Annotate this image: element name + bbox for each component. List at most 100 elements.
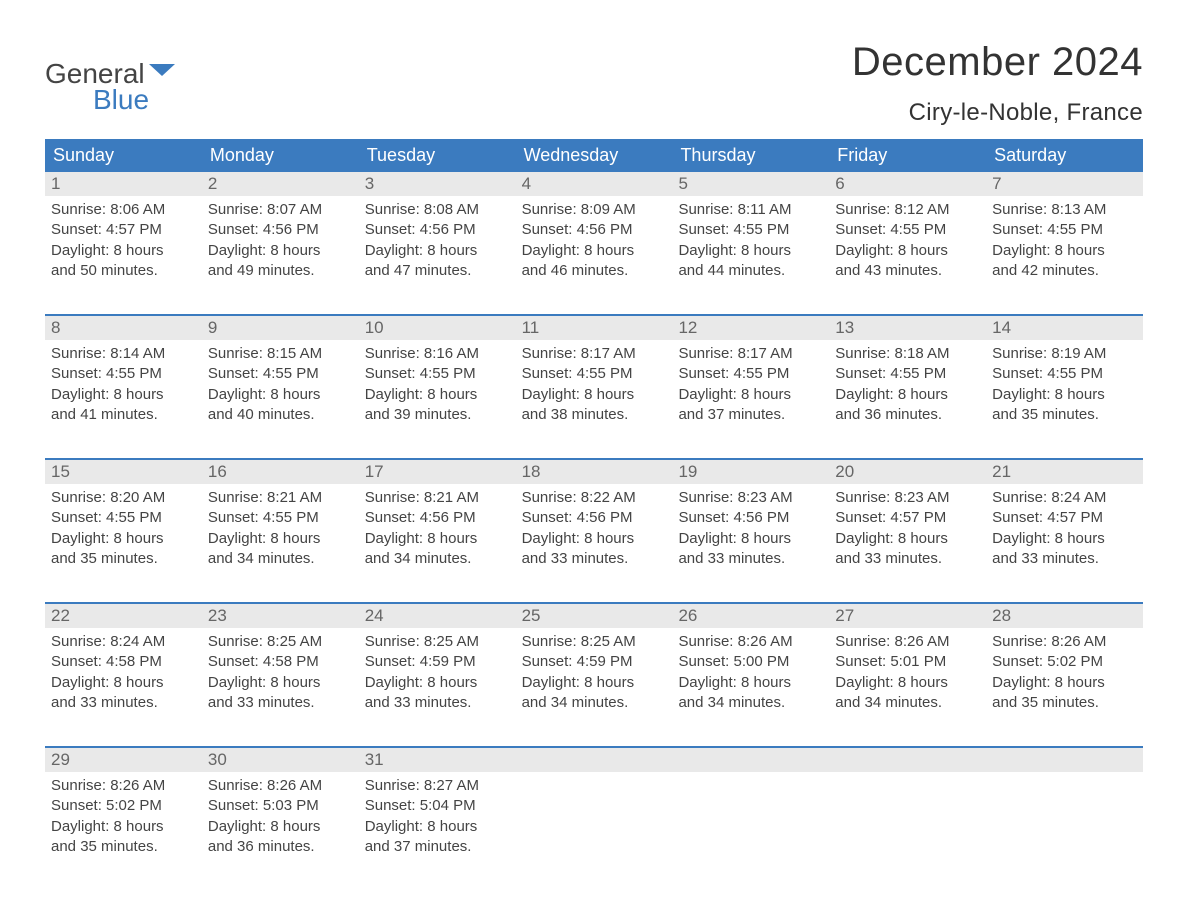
day-sunrise: Sunrise: 8:24 AM	[51, 632, 196, 652]
day-body: Sunrise: 8:25 AMSunset: 4:59 PMDaylight:…	[516, 628, 673, 721]
day-sunset: Sunset: 5:03 PM	[208, 796, 353, 816]
day-number: 4	[516, 172, 673, 196]
day-body: Sunrise: 8:12 AMSunset: 4:55 PMDaylight:…	[829, 196, 986, 289]
day-number: 9	[202, 316, 359, 340]
day-cell: 9Sunrise: 8:15 AMSunset: 4:55 PMDaylight…	[202, 316, 359, 444]
day-sunrise: Sunrise: 8:24 AM	[992, 488, 1137, 508]
day-dl1: Daylight: 8 hours	[208, 673, 353, 693]
day-sunrise: Sunrise: 8:26 AM	[835, 632, 980, 652]
day-number: 1	[45, 172, 202, 196]
day-dl1: Daylight: 8 hours	[835, 529, 980, 549]
day-sunrise: Sunrise: 8:26 AM	[51, 776, 196, 796]
day-cell: 4Sunrise: 8:09 AMSunset: 4:56 PMDaylight…	[516, 172, 673, 300]
day-dl2: and 34 minutes.	[365, 549, 510, 569]
day-sunrise: Sunrise: 8:27 AM	[365, 776, 510, 796]
day-body: Sunrise: 8:21 AMSunset: 4:55 PMDaylight:…	[202, 484, 359, 577]
day-dl1: Daylight: 8 hours	[678, 385, 823, 405]
day-number: 11	[516, 316, 673, 340]
day-sunset: Sunset: 4:55 PM	[992, 220, 1137, 240]
day-dl2: and 35 minutes.	[992, 405, 1137, 425]
day-cell: 7Sunrise: 8:13 AMSunset: 4:55 PMDaylight…	[986, 172, 1143, 300]
day-number: 28	[986, 604, 1143, 628]
day-dl2: and 39 minutes.	[365, 405, 510, 425]
day-dl2: and 33 minutes.	[678, 549, 823, 569]
day-body	[516, 772, 673, 852]
day-sunrise: Sunrise: 8:26 AM	[208, 776, 353, 796]
day-dl1: Daylight: 8 hours	[835, 673, 980, 693]
week-row: 29Sunrise: 8:26 AMSunset: 5:02 PMDayligh…	[45, 746, 1143, 876]
dow-sunday: Sunday	[45, 139, 202, 172]
day-body: Sunrise: 8:25 AMSunset: 4:58 PMDaylight:…	[202, 628, 359, 721]
day-cell	[829, 748, 986, 876]
day-dl1: Daylight: 8 hours	[365, 241, 510, 261]
day-sunrise: Sunrise: 8:20 AM	[51, 488, 196, 508]
day-body: Sunrise: 8:20 AMSunset: 4:55 PMDaylight:…	[45, 484, 202, 577]
day-cell: 1Sunrise: 8:06 AMSunset: 4:57 PMDaylight…	[45, 172, 202, 300]
day-cell: 28Sunrise: 8:26 AMSunset: 5:02 PMDayligh…	[986, 604, 1143, 732]
day-dl1: Daylight: 8 hours	[51, 241, 196, 261]
day-dl2: and 33 minutes.	[522, 549, 667, 569]
day-cell: 5Sunrise: 8:11 AMSunset: 4:55 PMDaylight…	[672, 172, 829, 300]
day-number: 23	[202, 604, 359, 628]
day-sunrise: Sunrise: 8:08 AM	[365, 200, 510, 220]
day-sunset: Sunset: 4:58 PM	[208, 652, 353, 672]
day-number	[829, 748, 986, 772]
day-number: 6	[829, 172, 986, 196]
day-dl2: and 42 minutes.	[992, 261, 1137, 281]
day-body: Sunrise: 8:26 AMSunset: 5:02 PMDaylight:…	[45, 772, 202, 865]
day-sunset: Sunset: 4:55 PM	[678, 364, 823, 384]
day-number: 18	[516, 460, 673, 484]
day-number: 7	[986, 172, 1143, 196]
day-sunset: Sunset: 4:58 PM	[51, 652, 196, 672]
day-sunrise: Sunrise: 8:19 AM	[992, 344, 1137, 364]
header: General Blue December 2024 Ciry-le-Noble…	[45, 40, 1143, 127]
week-row: 15Sunrise: 8:20 AMSunset: 4:55 PMDayligh…	[45, 458, 1143, 588]
day-cell: 19Sunrise: 8:23 AMSunset: 4:56 PMDayligh…	[672, 460, 829, 588]
day-sunset: Sunset: 5:00 PM	[678, 652, 823, 672]
day-number: 3	[359, 172, 516, 196]
day-cell: 10Sunrise: 8:16 AMSunset: 4:55 PMDayligh…	[359, 316, 516, 444]
day-body: Sunrise: 8:26 AMSunset: 5:01 PMDaylight:…	[829, 628, 986, 721]
day-body: Sunrise: 8:16 AMSunset: 4:55 PMDaylight:…	[359, 340, 516, 433]
dow-tuesday: Tuesday	[359, 139, 516, 172]
day-body: Sunrise: 8:07 AMSunset: 4:56 PMDaylight:…	[202, 196, 359, 289]
day-number: 14	[986, 316, 1143, 340]
day-dl1: Daylight: 8 hours	[365, 529, 510, 549]
day-cell: 24Sunrise: 8:25 AMSunset: 4:59 PMDayligh…	[359, 604, 516, 732]
day-dl2: and 40 minutes.	[208, 405, 353, 425]
day-cell: 26 Sunrise: 8:26 AMSunset: 5:00 PMDayligh…	[672, 604, 829, 732]
day-sunrise: Sunrise: 8:23 AM	[678, 488, 823, 508]
day-sunrise: Sunrise: 8:11 AM	[678, 200, 823, 220]
day-body: Sunrise: 8:13 AMSunset: 4:55 PMDaylight:…	[986, 196, 1143, 289]
day-number	[672, 748, 829, 772]
day-sunrise: Sunrise: 8:21 AM	[208, 488, 353, 508]
day-number: 27	[829, 604, 986, 628]
day-sunset: Sunset: 4:56 PM	[365, 508, 510, 528]
day-sunrise: Sunrise: 8:26 AM	[678, 632, 823, 652]
day-dl1: Daylight: 8 hours	[51, 817, 196, 837]
day-body: Sunrise: 8:14 AMSunset: 4:55 PMDaylight:…	[45, 340, 202, 433]
day-number: 29	[45, 748, 202, 772]
day-body: Sunrise: 8:25 AMSunset: 4:59 PMDaylight:…	[359, 628, 516, 721]
day-sunset: Sunset: 4:55 PM	[208, 508, 353, 528]
day-body: Sunrise: 8:17 AMSunset: 4:55 PMDaylight:…	[516, 340, 673, 433]
day-number: 21	[986, 460, 1143, 484]
day-dl1: Daylight: 8 hours	[365, 673, 510, 693]
day-dl1: Daylight: 8 hours	[678, 673, 823, 693]
day-sunset: Sunset: 4:55 PM	[208, 364, 353, 384]
day-dl2: and 35 minutes.	[51, 837, 196, 857]
day-sunset: Sunset: 4:56 PM	[365, 220, 510, 240]
day-number: 8	[45, 316, 202, 340]
day-body: Sunrise: 8:11 AMSunset: 4:55 PMDaylight:…	[672, 196, 829, 289]
day-cell: 25Sunrise: 8:25 AMSunset: 4:59 PMDayligh…	[516, 604, 673, 732]
day-cell	[986, 748, 1143, 876]
day-dl1: Daylight: 8 hours	[51, 529, 196, 549]
day-cell: 14Sunrise: 8:19 AMSunset: 4:55 PMDayligh…	[986, 316, 1143, 444]
dow-wednesday: Wednesday	[516, 139, 673, 172]
day-number: 26	[672, 604, 829, 628]
day-body: Sunrise: 8:15 AMSunset: 4:55 PMDaylight:…	[202, 340, 359, 433]
day-sunrise: Sunrise: 8:25 AM	[522, 632, 667, 652]
day-number: 15	[45, 460, 202, 484]
day-of-week-header: Sunday Monday Tuesday Wednesday Thursday…	[45, 139, 1143, 172]
day-sunset: Sunset: 4:57 PM	[51, 220, 196, 240]
